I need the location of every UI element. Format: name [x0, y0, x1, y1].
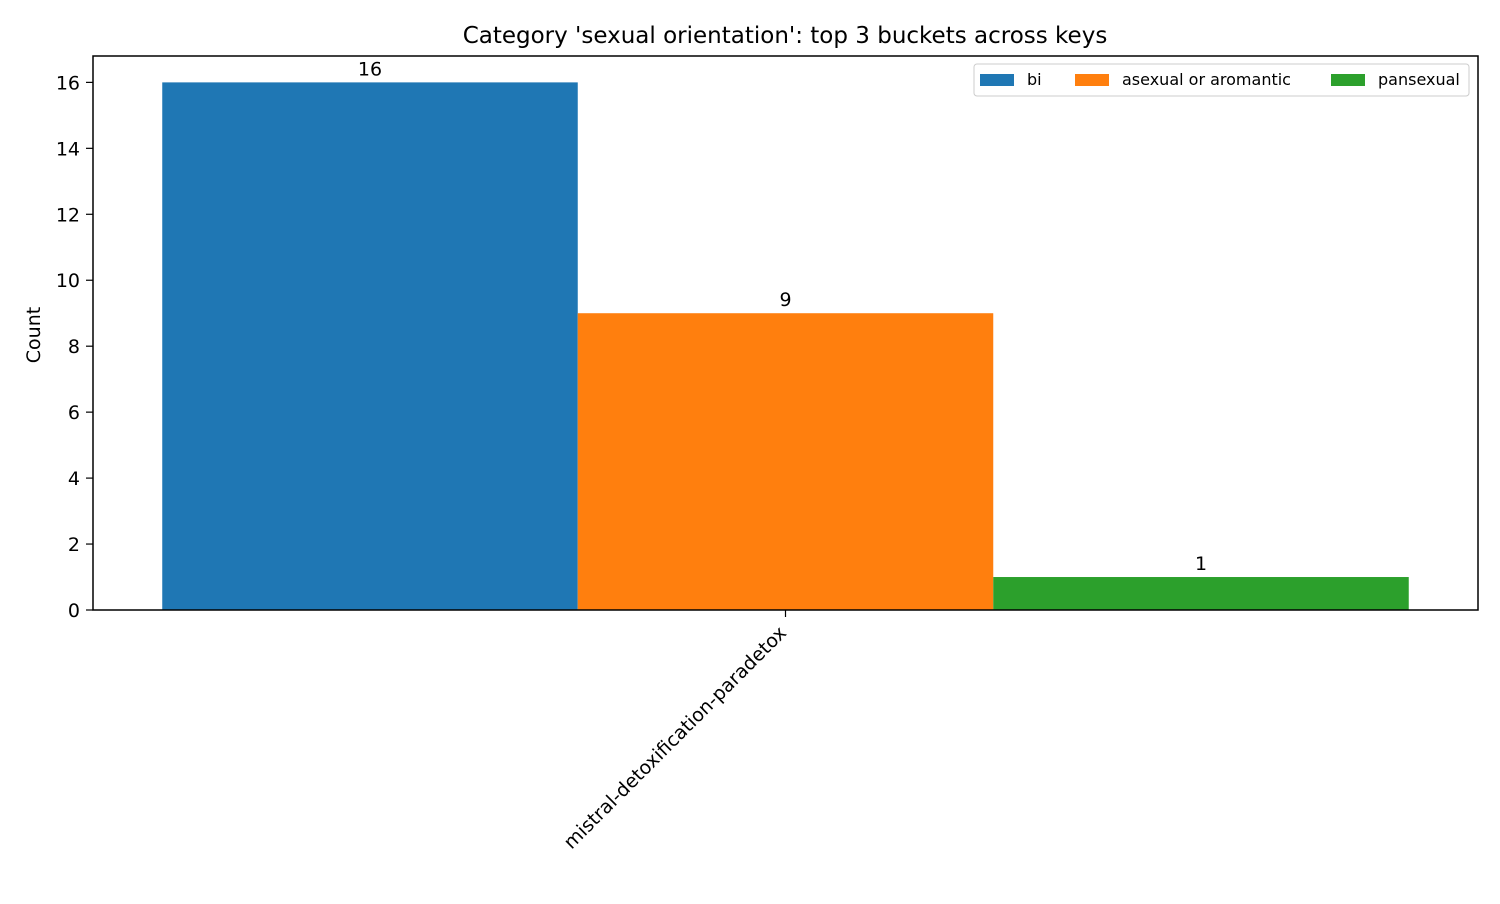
y-tick-label: 12: [56, 204, 80, 226]
y-tick-label: 10: [56, 270, 80, 292]
legend-swatch-pansexual: [1331, 74, 1365, 86]
y-axis: 0 2 4 6 8 10 12 14 16: [56, 72, 93, 622]
bar-bi: [162, 82, 578, 610]
y-tick-label: 16: [56, 72, 80, 94]
y-tick-label: 8: [68, 336, 80, 358]
chart-title: Category 'sexual orientation': top 3 buc…: [463, 23, 1108, 49]
y-tick-label: 0: [68, 600, 80, 622]
y-tick-label: 2: [68, 534, 80, 556]
y-tick-label: 14: [56, 138, 80, 160]
bar-pansexual: [993, 577, 1409, 610]
legend-label: asexual or aromantic: [1122, 70, 1291, 89]
legend: bi asexual or aromantic pansexual: [973, 63, 1470, 97]
y-axis-label: Count: [23, 307, 45, 363]
legend-swatch-bi: [980, 74, 1014, 86]
bars-layer: [162, 82, 1409, 610]
legend-swatch-asexual-or-aromantic: [1075, 74, 1109, 86]
legend-label: pansexual: [1378, 70, 1460, 89]
plot-area-frame: [92, 55, 1479, 611]
legend-label: bi: [1027, 70, 1042, 89]
data-label: 9: [779, 289, 791, 311]
y-tick-label: 6: [68, 402, 80, 424]
data-label: 16: [358, 58, 382, 80]
y-tick-label: 4: [68, 468, 80, 490]
legend-frame: [973, 63, 1470, 97]
data-label: 1: [1195, 553, 1207, 575]
bar-asexual-or-aromantic: [577, 313, 994, 610]
